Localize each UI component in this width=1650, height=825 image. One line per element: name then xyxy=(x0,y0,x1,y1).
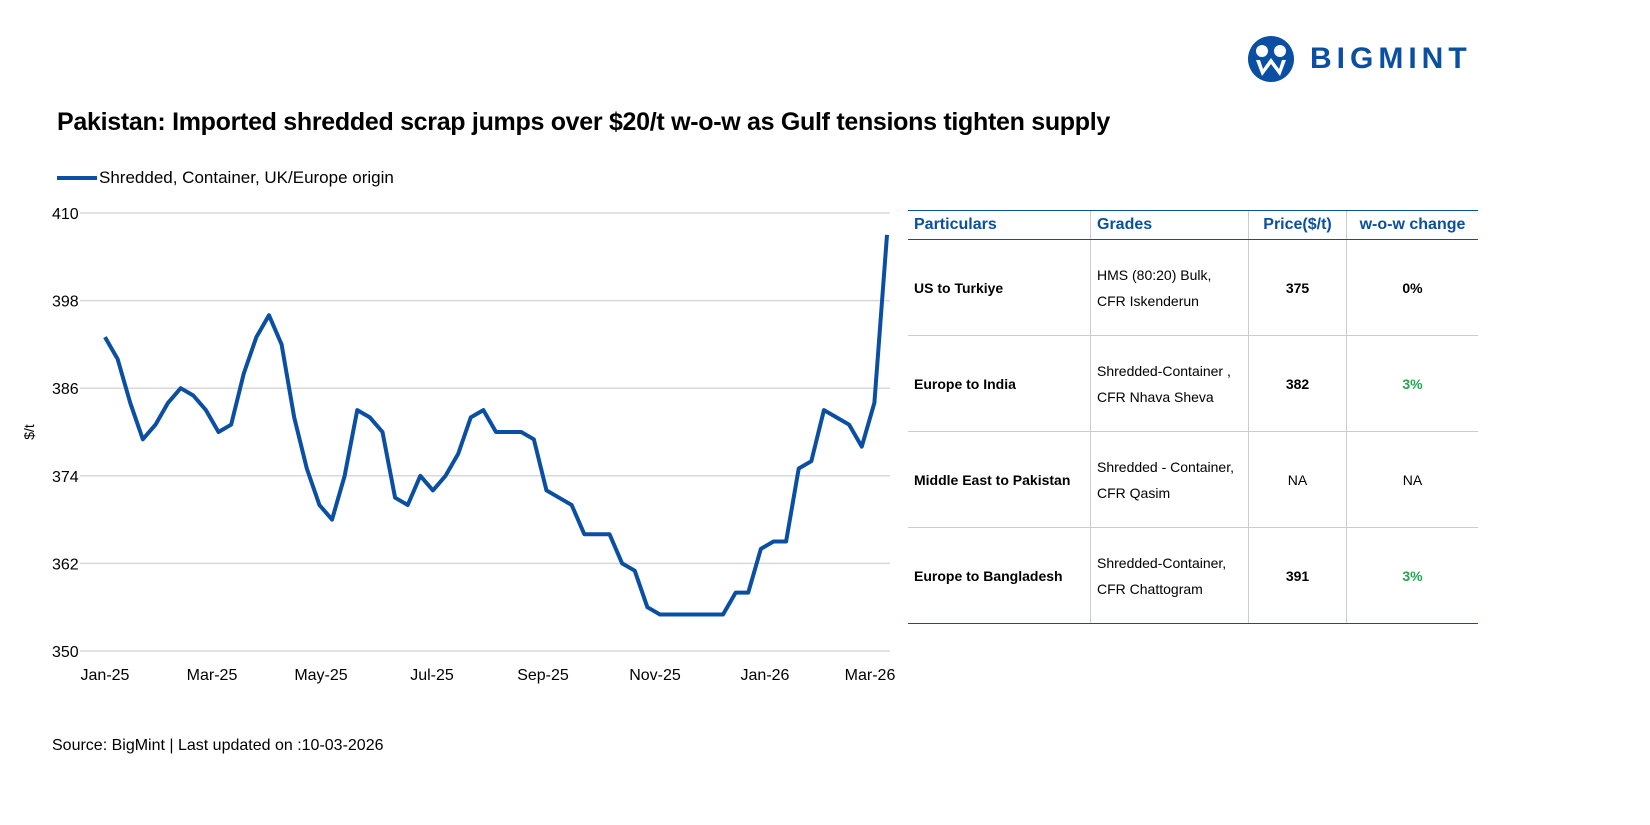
legend-label: Shredded, Container, UK/Europe origin xyxy=(99,168,394,187)
y-tick-label: 350 xyxy=(52,644,79,661)
grade-line-2: CFR Iskenderun xyxy=(1097,292,1199,309)
grade-line-1: Shredded-Container , xyxy=(1097,362,1231,379)
brand-name: BIGMINT xyxy=(1310,42,1472,75)
x-tick-label: Nov-25 xyxy=(629,667,681,684)
grade-line-1: Shredded-Container, xyxy=(1097,554,1227,571)
line-chart: 350 362 374 386 398 410 $/t Jan-25 Mar-25 May-25 J… xyxy=(21,206,896,684)
table-row: Middle East to Pakistan Shredded - Conta… xyxy=(908,431,1478,528)
grade-line-2: CFR Chattogram xyxy=(1097,580,1203,597)
change-cell: 3% xyxy=(1346,527,1478,624)
change-cell: 3% xyxy=(1346,335,1478,432)
bigmint-logo-icon xyxy=(1248,36,1294,82)
price-cell: 375 xyxy=(1248,239,1347,336)
x-tick-label: Jan-25 xyxy=(81,667,130,684)
particular-cell: Middle East to Pakistan xyxy=(908,431,1091,528)
page-title: Pakistan: Imported shredded scrap jumps … xyxy=(57,108,1110,136)
particular-cell: Europe to India xyxy=(908,335,1091,432)
price-cell: NA xyxy=(1248,431,1347,528)
header-price: Price($/t) xyxy=(1248,210,1347,240)
y-tick-label: 362 xyxy=(52,556,79,573)
series-line xyxy=(103,234,889,617)
x-tick-label: Mar-25 xyxy=(187,667,238,684)
grade-cell: Shredded-Container , CFR Nhava Sheva xyxy=(1090,335,1249,432)
grade-cell: Shredded - Container, CFR Qasim xyxy=(1090,431,1249,528)
change-cell: 0% xyxy=(1346,239,1478,336)
table-row: Europe to India Shredded-Container , CFR … xyxy=(908,335,1478,432)
y-tick-label: 374 xyxy=(52,469,79,486)
x-tick-label: May-25 xyxy=(294,667,347,684)
table-row: US to Turkiye HMS (80:20) Bulk, CFR Isken… xyxy=(908,239,1478,336)
price-table: Particulars Grades Price($/t) w-o-w chan… xyxy=(908,210,1478,624)
x-tick-label: Jan-26 xyxy=(741,667,790,684)
bigmint-logo: BIGMINT xyxy=(1246,36,1472,82)
header-particulars: Particulars xyxy=(908,210,1091,240)
table-row: Europe to Bangladesh Shredded-Container,… xyxy=(908,527,1478,624)
grade-line-2: CFR Nhava Sheva xyxy=(1097,388,1214,405)
header-grades: Grades xyxy=(1090,210,1249,240)
grade-cell: HMS (80:20) Bulk, CFR Iskenderun xyxy=(1090,239,1249,336)
grade-cell: Shredded-Container, CFR Chattogram xyxy=(1090,527,1249,624)
grade-line-1: Shredded - Container, xyxy=(1097,458,1234,475)
particular-cell: Europe to Bangladesh xyxy=(908,527,1091,624)
y-axis-label: $/t xyxy=(21,424,37,440)
particular-cell: US to Turkiye xyxy=(908,239,1091,336)
x-tick-label: Mar-26 xyxy=(845,667,896,684)
change-cell: NA xyxy=(1346,431,1478,528)
y-tick-label: 410 xyxy=(52,206,79,223)
price-cell: 382 xyxy=(1248,335,1347,432)
y-tick-label: 386 xyxy=(52,381,79,398)
chart-legend: Shredded, Container, UK/Europe origin xyxy=(57,168,394,188)
header-change: w-o-w change xyxy=(1346,210,1478,240)
grade-line-2: CFR Qasim xyxy=(1097,484,1171,501)
x-tick-label: Jul-25 xyxy=(410,667,454,684)
price-cell: 391 xyxy=(1248,527,1347,624)
legend-swatch xyxy=(57,176,97,180)
y-tick-label: 398 xyxy=(52,294,79,311)
grade-line-1: HMS (80:20) Bulk, xyxy=(1097,266,1212,283)
x-tick-label: Sep-25 xyxy=(517,667,569,684)
source-note: Source: BigMint | Last updated on :10-03… xyxy=(52,737,384,754)
